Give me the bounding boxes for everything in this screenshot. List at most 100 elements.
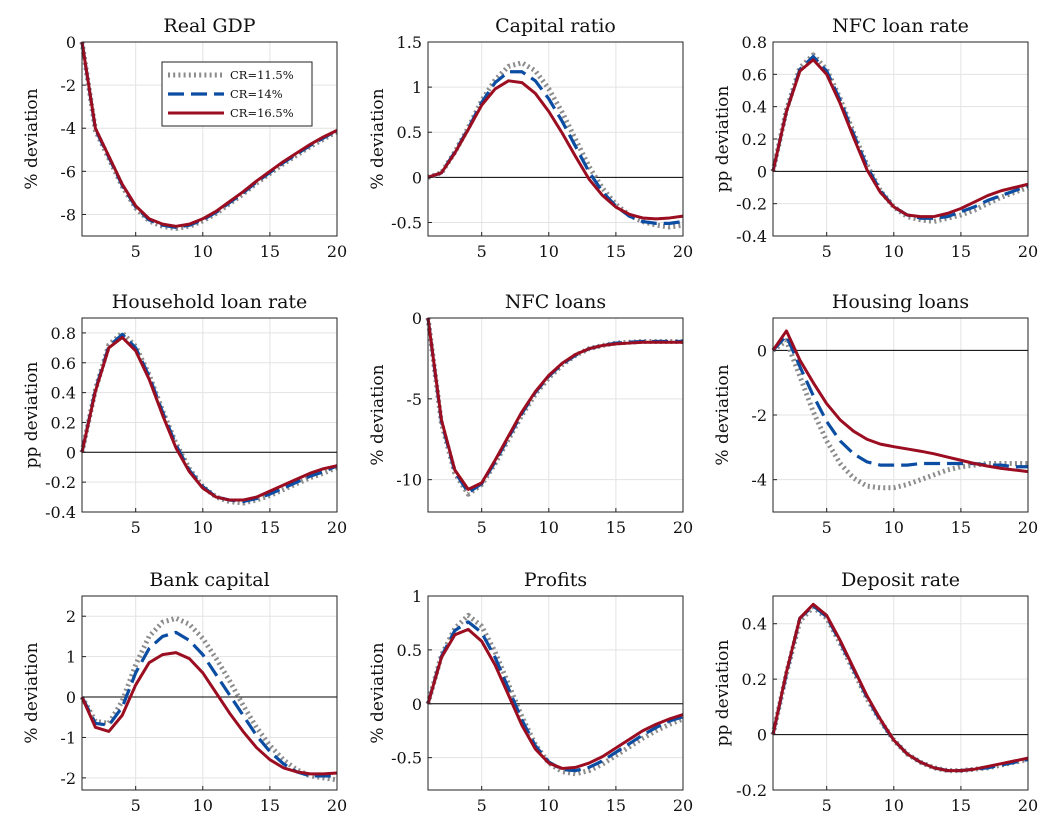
y-tick-label: 0.6 bbox=[742, 65, 767, 84]
y-tick-label: -4 bbox=[60, 119, 76, 138]
panel-title: Bank capital bbox=[149, 569, 269, 591]
x-tick-label: 10 bbox=[884, 242, 904, 261]
y-tick-label: 0.8 bbox=[51, 324, 76, 343]
y-axis-label: pp deviation bbox=[713, 86, 733, 193]
y-tick-label: -4 bbox=[751, 471, 767, 490]
axes-box bbox=[81, 41, 338, 237]
chart-panel: 5 10 15 20 0 -2 -4 Housing loans % deviation bbox=[713, 291, 1038, 537]
panel-title: NFC loan rate bbox=[832, 15, 969, 37]
y-tick-label: 0.2 bbox=[51, 413, 76, 432]
y-axis-label: pp deviation bbox=[713, 640, 733, 747]
axes-box bbox=[427, 317, 684, 513]
x-tick-label: 15 bbox=[951, 796, 971, 815]
y-axis-label: % deviation bbox=[368, 364, 388, 465]
x-tick-label: 5 bbox=[131, 796, 141, 815]
y-tick-label: -0.4 bbox=[45, 503, 76, 522]
x-tick-label: 10 bbox=[193, 518, 213, 537]
panel-title: Profits bbox=[524, 569, 587, 591]
y-tick-label: -5 bbox=[406, 390, 422, 409]
plot-area bbox=[428, 42, 683, 236]
y-tick-label: -8 bbox=[60, 205, 76, 224]
x-tick-label: 20 bbox=[1018, 518, 1038, 537]
x-tick-label: 5 bbox=[477, 518, 487, 537]
y-tick-label: 0.8 bbox=[742, 33, 767, 52]
y-tick-label: 0 bbox=[66, 688, 76, 707]
y-tick-label: 0.4 bbox=[742, 615, 767, 634]
x-tick-label: 15 bbox=[951, 242, 971, 261]
plot-area bbox=[428, 596, 683, 790]
x-tick-label: 10 bbox=[193, 796, 213, 815]
x-tick-label: 20 bbox=[327, 796, 347, 815]
x-tick-label: 10 bbox=[539, 518, 559, 537]
x-tick-label: 15 bbox=[606, 796, 626, 815]
series-line bbox=[771, 602, 1029, 773]
series-line bbox=[79, 615, 338, 783]
chart-panel: 5 10 15 20 0 -5 -10 NFC loans % deviation bbox=[368, 291, 693, 537]
y-tick-label: -2 bbox=[60, 769, 76, 788]
chart-panel: 5 10 15 20 0.8 0.6 0.4 0.2 0 -0.2 -0.4 NFC loan rat… bbox=[713, 15, 1038, 261]
y-axis-label: % deviation bbox=[22, 88, 42, 189]
legend: CR=11.5% CR=14% CR=16.5% bbox=[161, 61, 313, 127]
y-tick-label: 0.2 bbox=[742, 670, 767, 689]
y-tick-label: 0 bbox=[412, 309, 422, 328]
x-tick-label: 5 bbox=[131, 242, 141, 261]
y-axis-label: % deviation bbox=[22, 642, 42, 743]
series-line bbox=[426, 317, 683, 491]
y-tick-label: 2 bbox=[66, 607, 76, 626]
y-axis-label: % deviation bbox=[368, 88, 388, 189]
series-line bbox=[80, 335, 338, 502]
y-tick-label: 1 bbox=[66, 648, 76, 667]
x-tick-label: 15 bbox=[951, 518, 971, 537]
y-tick-label: -0.5 bbox=[391, 213, 422, 232]
x-tick-label: 10 bbox=[884, 518, 904, 537]
legend-label: CR=14% bbox=[230, 87, 283, 101]
y-tick-label: 0 bbox=[412, 695, 422, 714]
x-tick-label: 20 bbox=[1018, 242, 1038, 261]
axes-box bbox=[81, 317, 338, 513]
y-axis-label: pp deviation bbox=[22, 362, 42, 469]
panel-title: NFC loans bbox=[505, 291, 606, 313]
plot-area bbox=[428, 318, 683, 512]
x-tick-label: 20 bbox=[327, 518, 347, 537]
y-tick-label: 0.6 bbox=[51, 354, 76, 373]
x-tick-label: 15 bbox=[606, 518, 626, 537]
y-tick-label: 0 bbox=[66, 33, 76, 52]
x-tick-label: 20 bbox=[673, 796, 693, 815]
y-tick-label: 0.5 bbox=[397, 123, 422, 142]
x-tick-label: 10 bbox=[539, 242, 559, 261]
series-line bbox=[426, 627, 684, 770]
y-axis-label: % deviation bbox=[713, 364, 733, 465]
x-tick-label: 10 bbox=[884, 796, 904, 815]
y-tick-label: -1 bbox=[60, 728, 76, 747]
x-tick-label: 5 bbox=[822, 796, 832, 815]
axes-box bbox=[427, 595, 684, 791]
y-tick-label: 0 bbox=[757, 341, 767, 360]
y-tick-label: -0.2 bbox=[45, 473, 76, 492]
chart-panel: 5 10 15 20 1.5 1 0.5 0 -0.5 Capital ratio % deviat… bbox=[368, 15, 693, 261]
panel-title: Deposit rate bbox=[841, 569, 960, 591]
x-tick-label: 20 bbox=[673, 518, 693, 537]
x-tick-label: 15 bbox=[260, 242, 280, 261]
series-line bbox=[771, 329, 1029, 474]
series-line bbox=[427, 79, 684, 221]
y-axis-label: % deviation bbox=[368, 642, 388, 743]
x-tick-label: 15 bbox=[606, 242, 626, 261]
y-tick-label: 1.5 bbox=[397, 33, 422, 52]
x-tick-label: 20 bbox=[1018, 796, 1038, 815]
series-line bbox=[80, 41, 338, 228]
x-tick-label: 5 bbox=[477, 796, 487, 815]
legend-box bbox=[161, 61, 313, 127]
y-tick-label: -2 bbox=[60, 76, 76, 95]
x-tick-label: 5 bbox=[477, 242, 487, 261]
legend-label: CR=16.5% bbox=[230, 106, 294, 120]
chart-panel: 5 10 15 20 0.4 0.2 0 -0.2 Deposit rate pp deviati… bbox=[713, 569, 1038, 815]
panel-title: Capital ratio bbox=[495, 15, 616, 37]
y-tick-label: -0.5 bbox=[391, 749, 422, 768]
panel-title: Housing loans bbox=[832, 291, 969, 313]
x-tick-label: 20 bbox=[673, 242, 693, 261]
plot-area bbox=[82, 596, 337, 790]
x-tick-label: 5 bbox=[822, 518, 832, 537]
